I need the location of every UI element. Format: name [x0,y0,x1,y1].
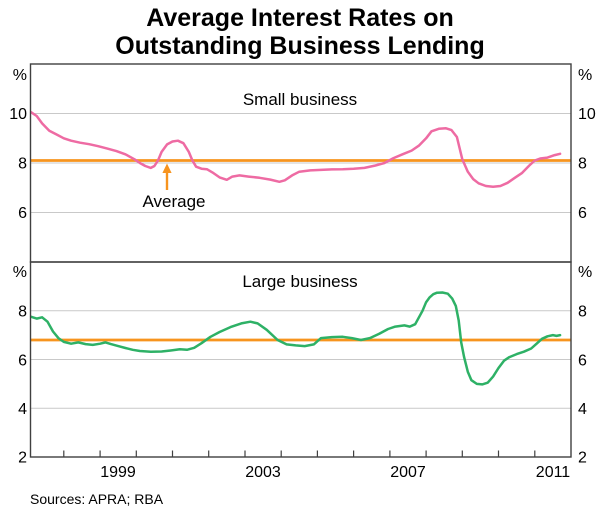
y-label-left: 6 [18,205,27,222]
chart-title-line2: Outstanding Business Lending [115,32,484,60]
y-label-left: 2 [18,450,27,467]
large-business-panel-frame [29,261,572,458]
y-label-left: 4 [18,401,27,418]
small-business-series-line [29,111,562,189]
y-label-right: 6 [578,205,587,222]
y-label-right: 4 [578,401,587,418]
y-label-left: 6 [18,353,27,370]
average-annotation-label: Average [142,192,205,211]
y-unit-left-bottom: % [13,264,27,281]
y-unit-left-top: % [13,67,27,84]
y-label-right: 8 [578,304,587,321]
y-unit-right-bottom: % [578,264,592,281]
y-unit-right-top: % [578,67,592,84]
panel-title-large-business: Large business [242,272,357,291]
large-business-series-line [29,291,562,386]
panel-title-small-business: Small business [243,90,357,109]
y-label-right: 2 [578,450,587,467]
plot-geometry-layer [29,63,572,458]
y-label-right: 8 [578,156,587,173]
y-label-left: 8 [18,304,27,321]
y-label-left: 8 [18,156,27,173]
x-label-1999: 1999 [100,464,136,481]
x-label-2011: 2011 [536,464,571,481]
x-label-2007: 2007 [390,464,426,481]
chart-title-line1: Average Interest Rates on [146,4,454,32]
source-note: Sources: APRA; RBA [30,491,164,507]
average-annotation: Average [142,163,206,211]
y-label-right: 6 [578,353,587,370]
y-label-right: 10 [578,106,596,123]
arrow-up-icon [162,163,172,173]
y-label-left: 10 [9,106,27,123]
x-label-2003: 2003 [245,464,281,481]
